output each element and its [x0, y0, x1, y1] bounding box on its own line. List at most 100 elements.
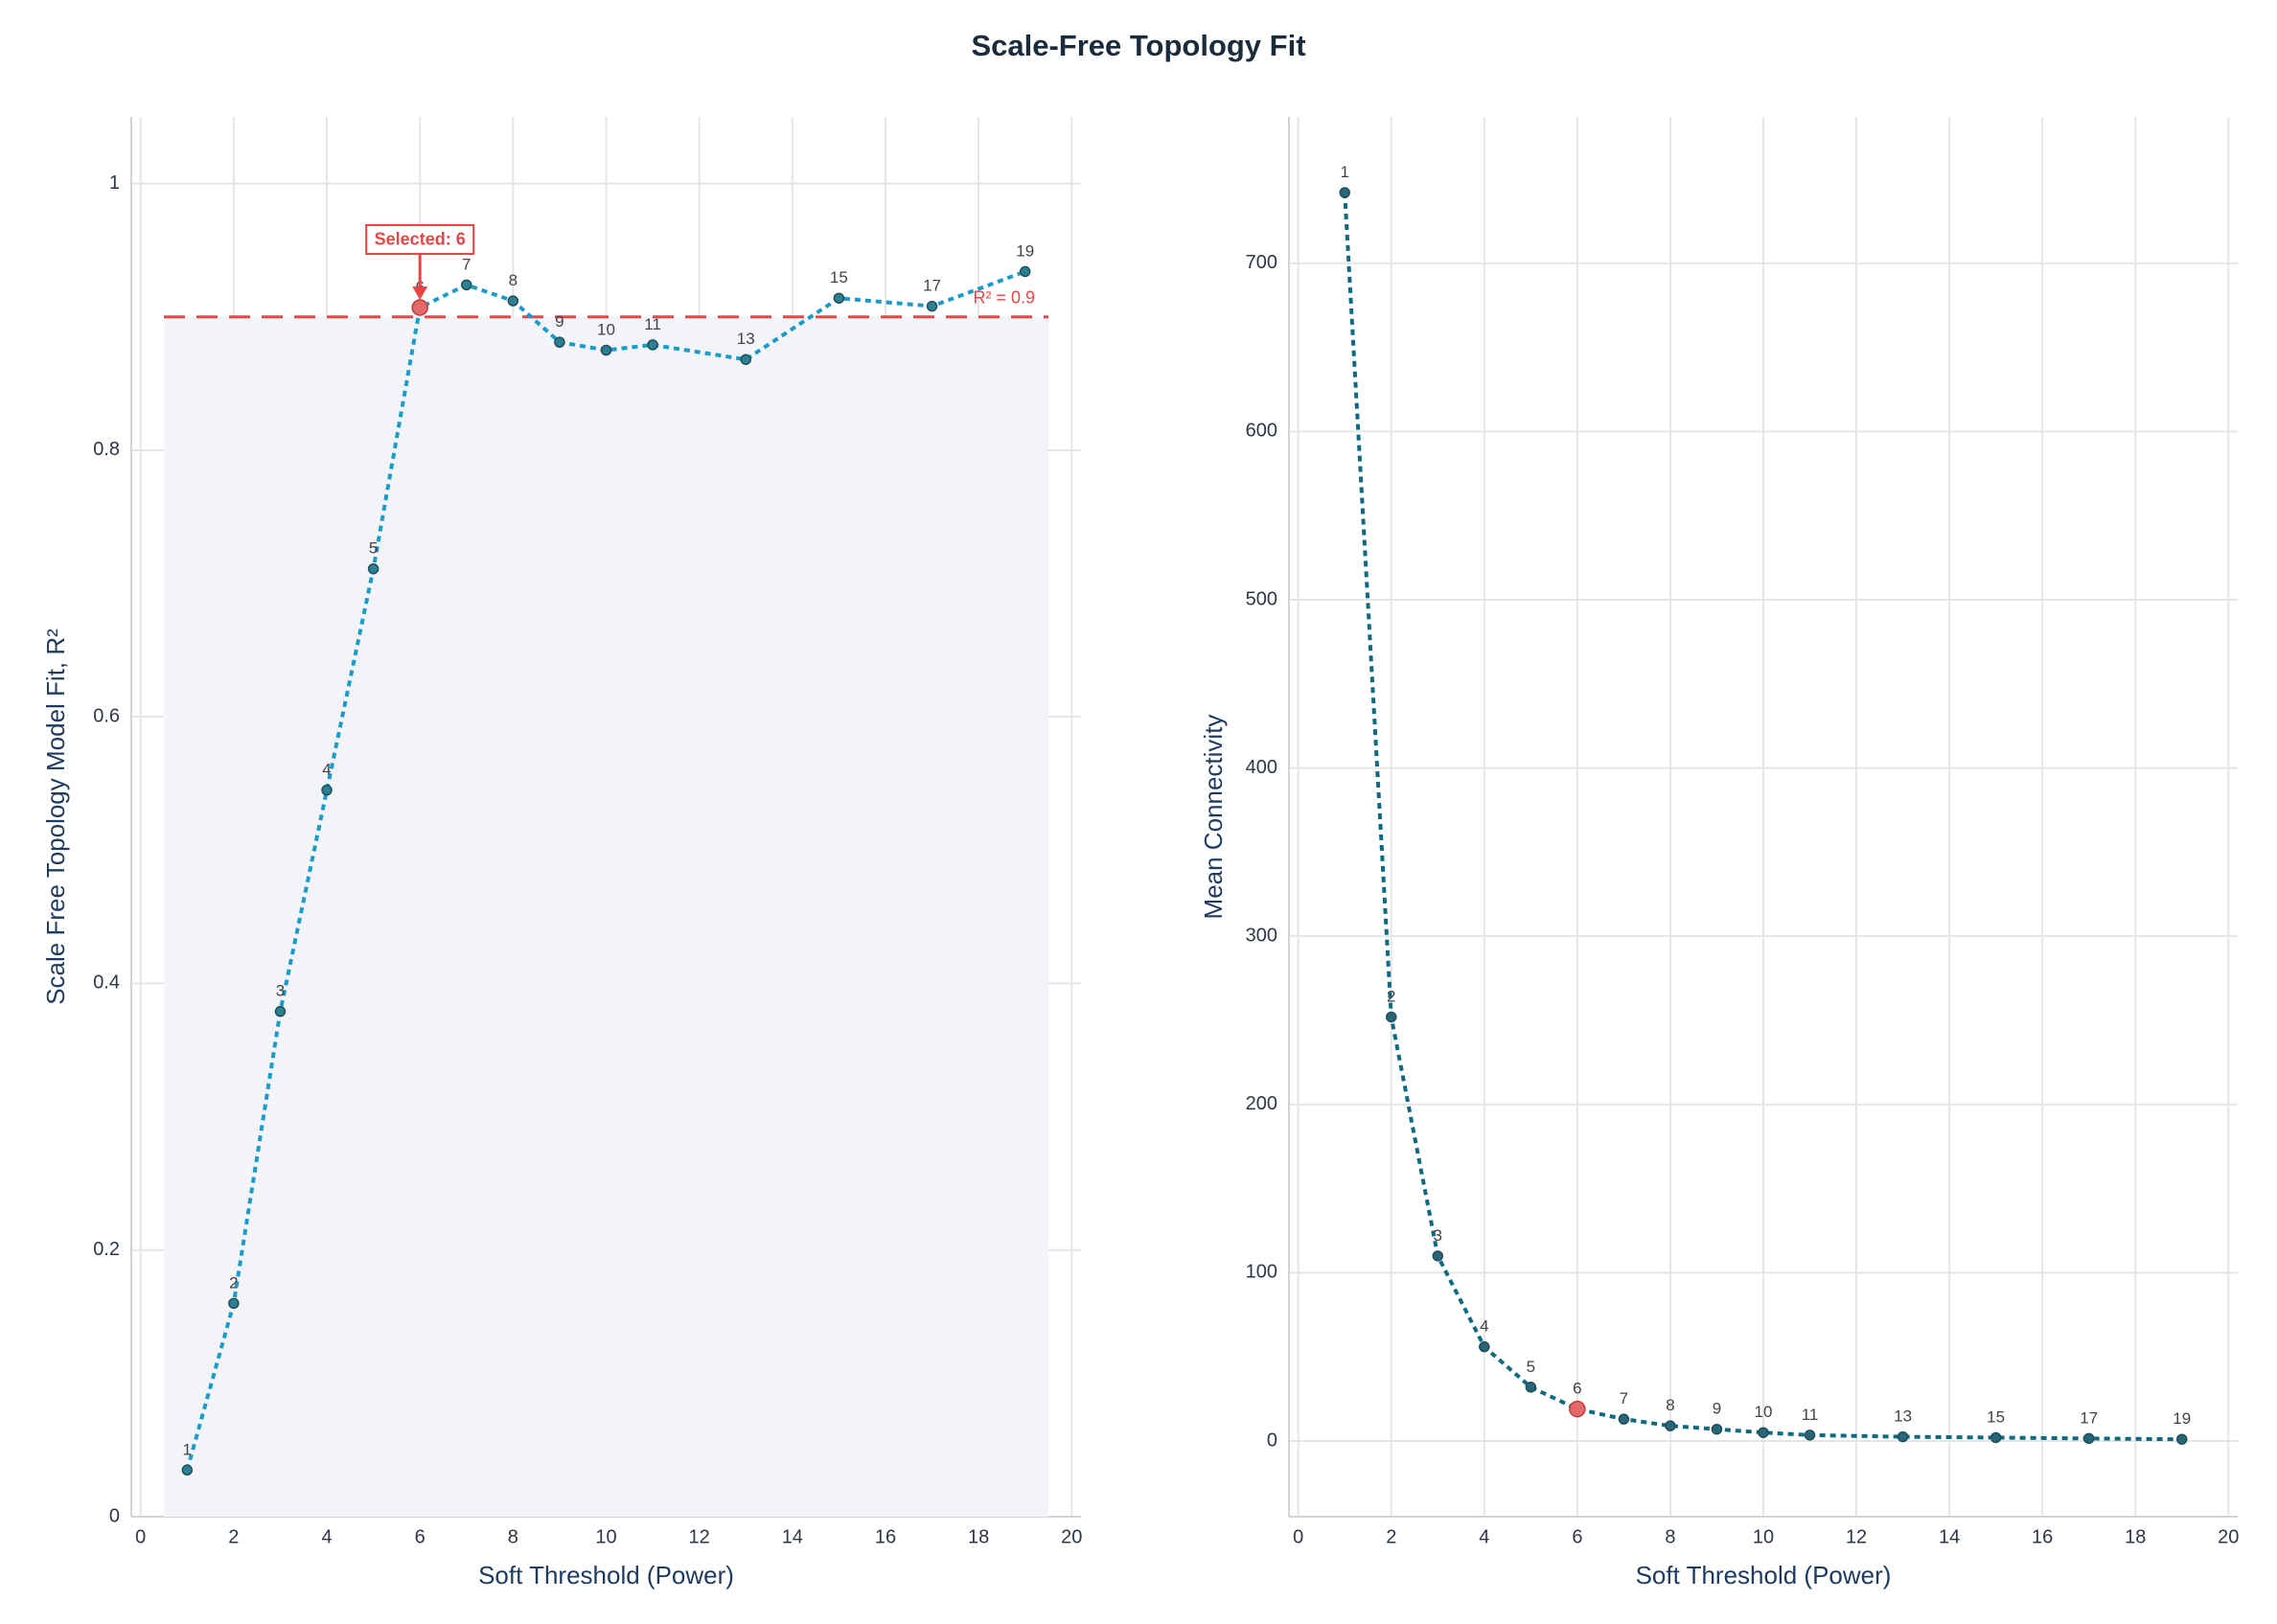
y-tick-label: 700: [1246, 252, 1277, 273]
data-point: [1665, 1420, 1676, 1431]
data-point: [411, 299, 428, 316]
data-point: [1339, 187, 1350, 198]
data-point: [554, 336, 565, 348]
data-point: [647, 339, 658, 351]
data-label: 10: [1755, 1403, 1773, 1421]
data-label: 5: [1527, 1358, 1535, 1376]
data-label: 10: [597, 321, 615, 339]
x-tick-label: 0: [1293, 1526, 1303, 1547]
data-point: [1897, 1430, 1909, 1443]
data-point: [1618, 1413, 1630, 1425]
x-tick-label: 4: [1479, 1526, 1489, 1547]
data-label: 4: [322, 761, 331, 779]
y-tick-label: 0.6: [93, 705, 120, 726]
selected-label: Selected: 6: [375, 230, 466, 249]
y-tick-label: 400: [1246, 757, 1277, 778]
x-tick-label: 14: [1939, 1526, 1960, 1547]
data-label: 9: [555, 312, 564, 331]
data-point: [926, 300, 938, 312]
data-label: 2: [1387, 987, 1395, 1005]
x-tick-label: 12: [1846, 1526, 1867, 1547]
data-label: 17: [2080, 1408, 2098, 1427]
y-axis-title: Mean Connectivity: [1199, 715, 1228, 920]
data-label: 5: [369, 539, 378, 558]
data-label: 6: [1573, 1380, 1581, 1398]
x-tick-label: 4: [321, 1526, 332, 1547]
y-tick-label: 0.2: [93, 1239, 120, 1260]
x-tick-label: 2: [228, 1526, 239, 1547]
data-label: 4: [1480, 1317, 1488, 1336]
selected-arrowhead: [412, 286, 428, 300]
data-point: [1525, 1382, 1537, 1393]
x-tick-label: 0: [135, 1526, 146, 1547]
x-tick-label: 2: [1386, 1526, 1396, 1547]
y-tick-label: 0: [1267, 1430, 1277, 1451]
y-tick-label: 300: [1246, 925, 1277, 946]
data-point: [274, 1005, 287, 1018]
data-label: 13: [737, 330, 755, 348]
y-axis-title: Scale Free Topology Model Fit, R²: [41, 629, 70, 1005]
x-tick-label: 14: [782, 1526, 803, 1547]
data-point: [740, 354, 751, 365]
data-point: [1711, 1423, 1723, 1435]
x-tick-label: 20: [1061, 1526, 1082, 1547]
x-tick-label: 10: [595, 1526, 616, 1547]
x-axis-title: Soft Threshold (Power): [1636, 1561, 1892, 1590]
data-point: [1019, 265, 1031, 278]
data-label: 17: [923, 277, 941, 295]
x-axis-title: Soft Threshold (Power): [478, 1561, 734, 1590]
x-tick-label: 6: [1572, 1526, 1582, 1547]
data-label: 9: [1713, 1400, 1721, 1418]
data-label: 1: [1341, 163, 1349, 181]
data-label: 3: [1434, 1226, 1442, 1245]
data-point: [228, 1297, 240, 1310]
x-tick-label: 6: [415, 1526, 426, 1547]
data-point: [461, 279, 472, 291]
data-point: [321, 784, 333, 796]
data-label: 8: [1666, 1396, 1674, 1414]
y-tick-label: 200: [1246, 1093, 1277, 1114]
data-point: [1758, 1427, 1769, 1438]
data-point: [181, 1464, 194, 1476]
threshold-label: R² = 0.9: [973, 288, 1035, 308]
x-tick-label: 16: [2032, 1526, 2053, 1547]
data-point: [600, 344, 612, 356]
data-point: [1479, 1340, 1490, 1353]
y-tick-label: 0.8: [93, 439, 120, 460]
data-label: 7: [462, 255, 471, 273]
threshold-region: [164, 316, 1048, 1517]
data-point: [833, 292, 845, 304]
data-label: 11: [644, 315, 661, 333]
data-label: 3: [276, 982, 285, 1000]
data-label: 8: [509, 271, 518, 289]
x-tick-label: 18: [968, 1526, 989, 1547]
data-label: 19: [1016, 241, 1034, 260]
data-point: [1432, 1250, 1444, 1262]
data-point: [1569, 1400, 1586, 1418]
y-tick-label: 0: [109, 1505, 120, 1526]
data-label: 1: [183, 1440, 192, 1458]
data-label: 15: [1987, 1407, 2005, 1426]
x-tick-label: 12: [689, 1526, 710, 1547]
x-tick-label: 20: [2218, 1526, 2239, 1547]
data-label: 11: [1802, 1406, 1819, 1424]
data-label: 13: [1894, 1407, 1912, 1426]
y-tick-label: 600: [1246, 421, 1277, 442]
data-label: 2: [229, 1273, 238, 1292]
x-tick-label: 10: [1753, 1526, 1774, 1547]
x-tick-label: 18: [2125, 1526, 2146, 1547]
data-point: [507, 295, 519, 307]
y-tick-label: 100: [1246, 1262, 1277, 1283]
data-label: 7: [1620, 1389, 1628, 1407]
data-point: [2082, 1432, 2095, 1445]
data-point: [367, 562, 380, 575]
data-label: 19: [2173, 1409, 2191, 1428]
data-point: [1804, 1430, 1816, 1441]
figure-title: Scale-Free Topology Fit: [971, 29, 1305, 62]
data-point: [2176, 1433, 2188, 1445]
x-tick-label: 16: [875, 1526, 896, 1547]
y-tick-label: 500: [1246, 588, 1277, 609]
y-tick-label: 0.4: [93, 972, 120, 994]
x-tick-label: 8: [508, 1526, 518, 1547]
